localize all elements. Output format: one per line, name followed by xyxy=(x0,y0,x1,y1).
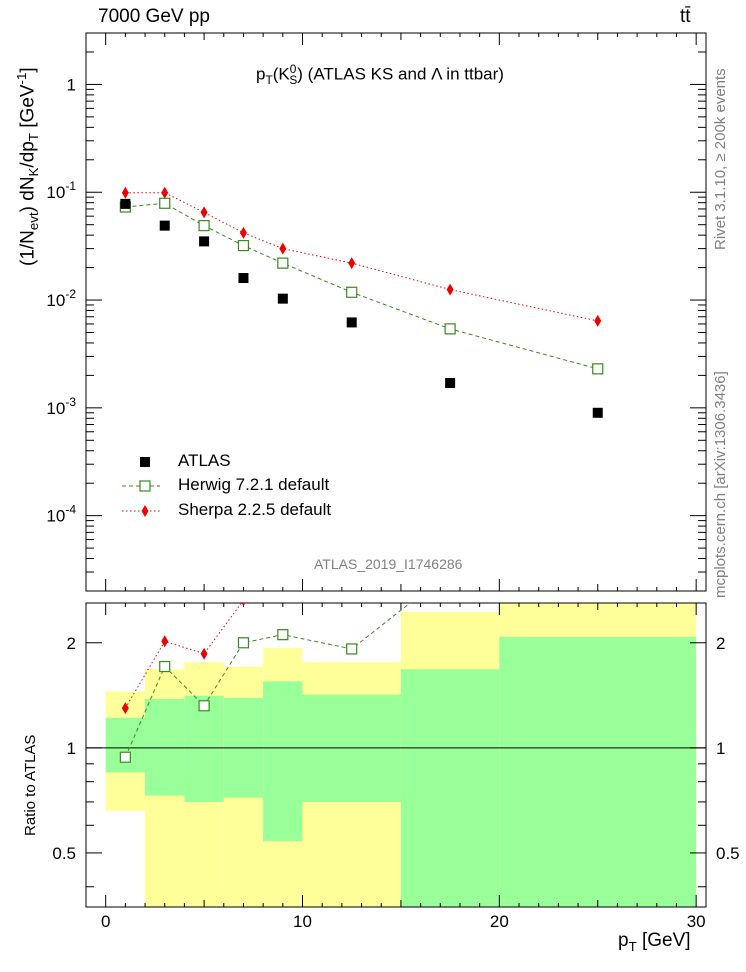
main-herwig-line xyxy=(125,202,598,370)
legend-herwig-label: Herwig 7.2.1 default xyxy=(178,475,330,494)
energy-label: 7000 GeV pp xyxy=(98,6,210,27)
chart-title: pT(K0S) (ATLAS KS and Λ in ttbar) xyxy=(256,62,504,88)
main-sherpa-point-1 xyxy=(161,186,169,199)
ratio-y-axis-title: Ratio to ATLAS xyxy=(22,734,39,836)
ratio-herwig-point-1 xyxy=(159,660,171,673)
process-label: tt̄ xyxy=(680,6,691,27)
ratio-bands xyxy=(105,603,697,907)
main-sherpa-point-0 xyxy=(121,186,129,199)
y-tick-label-2: 10-2 xyxy=(46,287,76,310)
ratio-sherpa-point-3 xyxy=(241,603,246,607)
main-atlas-point-0 xyxy=(120,198,131,209)
main-sherpa-point-4 xyxy=(279,242,287,255)
main-sherpa-point-2 xyxy=(200,206,208,219)
ratio-herwig-point-5 xyxy=(346,643,358,655)
main-herwig-point-1 xyxy=(159,197,171,209)
ratio-y-tick-label-0.5: 0.5 xyxy=(52,844,76,863)
legend-herwig-marker xyxy=(122,480,160,492)
ratio-band-inner-7 xyxy=(499,636,697,907)
x-tick-label-30: 30 xyxy=(687,912,706,931)
y-tick-label-3: 10-1 xyxy=(46,179,76,202)
main-herwig-point-6 xyxy=(444,323,456,335)
legend-atlas-label: ATLAS xyxy=(178,451,231,470)
ratio-herwig-point-4 xyxy=(277,629,289,641)
x-tick-label-10: 10 xyxy=(293,912,312,931)
x-axis-title: pT [GeV] xyxy=(618,930,691,954)
y-tick-label-4: 1 xyxy=(67,75,76,94)
ratio-sherpa-line xyxy=(124,603,242,709)
y-tick-label-0: 10-4 xyxy=(46,503,76,526)
main-herwig-point-3 xyxy=(237,239,250,252)
ratio-sherpa-point-0 xyxy=(121,702,129,715)
ratio-y-tick-label-right-2: 2 xyxy=(716,634,725,653)
main-atlas-point-3 xyxy=(238,273,249,284)
ratio-band-inner-0 xyxy=(105,717,146,773)
main-plot-frame xyxy=(85,32,707,592)
main-series xyxy=(119,186,604,418)
ratio-band-inner-2 xyxy=(184,695,224,802)
ratio-band-inner-6 xyxy=(400,669,500,907)
ratio-plot-frame xyxy=(85,602,707,908)
analysis-id: ATLAS_2019_I1746286 xyxy=(314,556,463,572)
mcplots-label: mcplots.cern.ch [arXiv:1306.3436] xyxy=(712,371,729,598)
main-sherpa-point-6 xyxy=(446,283,454,296)
main-atlas-point-5 xyxy=(346,317,357,328)
main-sherpa-point-3 xyxy=(239,226,247,239)
x-tick-label-20: 20 xyxy=(490,912,509,931)
ratio-y-tick-label-2: 2 xyxy=(67,634,76,653)
ratio-band-inner-1 xyxy=(145,699,185,796)
ratio-herwig-point-2 xyxy=(198,700,210,712)
main-atlas-point-2 xyxy=(199,236,210,247)
ratio-herwig-point-3 xyxy=(237,637,250,649)
y-axis-title: (1/Nevt) dNK/dpT [GeV-1] xyxy=(14,67,42,266)
main-sherpa-line xyxy=(125,192,598,322)
ratio-sherpa-point-1 xyxy=(161,635,169,648)
main-atlas-point-4 xyxy=(277,293,288,304)
main-herwig-point-5 xyxy=(346,286,358,298)
main-atlas-point-7 xyxy=(592,407,603,418)
main-sherpa-point-5 xyxy=(348,257,356,270)
legend-atlas-marker xyxy=(140,457,150,467)
legend-sherpa-marker xyxy=(122,505,160,517)
legend-sherpa-label: Sherpa 2.2.5 default xyxy=(178,500,332,519)
rivet-label: Rivet 3.1.10, ≥ 200k events xyxy=(712,68,729,250)
ratio-y-tick-label-1: 1 xyxy=(67,739,76,758)
ratio-herwig-point-0 xyxy=(119,751,131,763)
ratio-band-inner-4 xyxy=(263,681,303,842)
ratio-y-tick-label-right-1: 1 xyxy=(716,739,725,758)
ratio-y-tick-label-right-0.5: 0.5 xyxy=(716,844,740,863)
x-tick-label-0: 0 xyxy=(101,912,110,931)
main-herwig-point-4 xyxy=(277,257,289,269)
main-herwig-point-7 xyxy=(592,363,604,375)
y-tick-label-1: 10-3 xyxy=(46,395,76,418)
main-sherpa-point-7 xyxy=(594,314,602,327)
main-herwig-point-2 xyxy=(198,220,210,232)
main-atlas-point-6 xyxy=(445,378,456,389)
main-atlas-point-1 xyxy=(159,220,170,231)
ratio-series xyxy=(119,603,411,763)
ratio-sherpa-point-2 xyxy=(200,647,208,660)
